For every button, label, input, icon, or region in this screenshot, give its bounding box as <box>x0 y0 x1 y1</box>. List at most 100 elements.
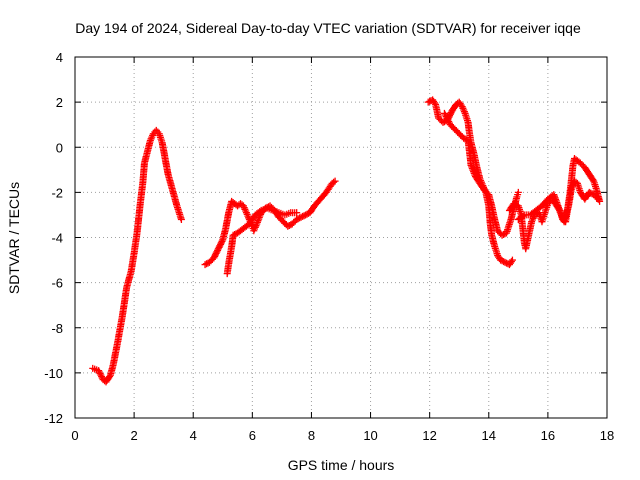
data-point-run <box>211 246 222 260</box>
data-point-run <box>516 212 527 222</box>
data-point <box>497 256 505 264</box>
data-point-run <box>241 221 252 231</box>
data-point-run <box>448 122 457 132</box>
x-tick-label: 2 <box>130 428 137 443</box>
x-tick-label: 10 <box>363 428 377 443</box>
data-point-run <box>452 127 462 136</box>
data-point-run <box>110 339 121 366</box>
data-point-run <box>430 97 439 107</box>
data-point-run <box>525 219 535 238</box>
data-point-run <box>312 197 323 209</box>
data-point-run <box>307 203 317 215</box>
data-point-run <box>534 203 544 213</box>
data-point-run <box>281 219 290 229</box>
data-point <box>440 109 448 117</box>
data-point <box>508 256 516 264</box>
x-tick-label: 14 <box>482 428 496 443</box>
data-point-run <box>477 181 487 193</box>
y-tick-label: -4 <box>51 231 63 246</box>
y-tick-label: 2 <box>56 95 63 110</box>
data-point-run <box>95 368 106 382</box>
data-point-run <box>303 209 312 218</box>
data-point-run <box>495 228 505 238</box>
data-point-run <box>436 115 445 125</box>
data-point-run <box>203 259 212 268</box>
data-point-run <box>159 140 169 161</box>
data-point-run <box>511 200 521 209</box>
y-tick-label: 4 <box>56 50 63 65</box>
data-point-run <box>495 253 504 263</box>
y-tick-label: -2 <box>51 185 63 200</box>
data-point-run <box>457 131 466 141</box>
data-point-run <box>265 205 275 214</box>
data-point <box>467 161 475 169</box>
data-point-run <box>587 189 596 198</box>
data-point <box>284 222 292 230</box>
data-point-run <box>207 255 216 265</box>
y-tick-label: -10 <box>44 366 63 381</box>
data-point-run <box>103 373 114 384</box>
data-point-run <box>123 269 135 290</box>
x-tick-label: 12 <box>422 428 436 443</box>
data-point-run <box>568 179 578 190</box>
data-point-run <box>231 230 240 238</box>
data-point <box>297 213 305 221</box>
data-point <box>568 184 576 192</box>
y-tick-label: -8 <box>51 321 63 336</box>
x-axis-label: GPS time / hours <box>288 457 395 473</box>
data-point-run <box>528 208 539 218</box>
data-point-run <box>222 210 232 231</box>
data-point-run <box>522 211 532 219</box>
data-point <box>210 254 218 262</box>
data-point-run <box>165 172 176 192</box>
data-point-run <box>459 104 468 116</box>
data-point-run <box>500 230 509 238</box>
data-point <box>514 188 522 196</box>
data-point-run <box>215 237 226 251</box>
data-point-run <box>472 174 483 186</box>
data-point <box>331 177 339 185</box>
data-point-run <box>318 190 329 202</box>
data-point-run <box>235 226 246 236</box>
data-point-run <box>482 188 491 197</box>
data-point-run <box>253 208 264 218</box>
data-point-run <box>114 314 126 344</box>
data-point-run <box>283 209 293 218</box>
data-point-run <box>119 285 130 319</box>
data-point <box>146 136 154 144</box>
data-point-run <box>441 111 453 127</box>
x-tick-label: 0 <box>71 428 78 443</box>
data-point-run <box>290 217 299 226</box>
data-point-run <box>545 197 555 206</box>
x-tick-label: 4 <box>190 428 197 443</box>
data-point-run <box>139 161 148 183</box>
y-tick-label: -6 <box>51 276 63 291</box>
data-point <box>293 209 301 217</box>
data-point-run <box>169 188 180 208</box>
data-point-run <box>456 100 465 109</box>
data-point-run <box>586 172 597 184</box>
y-tick-label: 0 <box>56 140 63 155</box>
data-point-run <box>440 117 450 126</box>
data-point-run <box>277 209 287 218</box>
axis-ticks: 0 2 4 6 8 10 12 14 16 18 -12 -10 -8 -6 -4 -2 0 2 4 <box>44 50 614 443</box>
data-point-run <box>226 244 235 262</box>
data-series <box>89 96 604 386</box>
data-point-run <box>130 231 141 256</box>
x-tick-label: 8 <box>308 428 315 443</box>
data-point-run <box>468 163 479 179</box>
data-point-run <box>449 102 459 114</box>
data-point-run <box>240 204 250 215</box>
data-point-run <box>174 204 185 222</box>
data-point-run <box>147 131 157 143</box>
data-point-run <box>251 222 260 233</box>
data-point <box>177 215 185 223</box>
x-tick-label: 16 <box>541 428 555 443</box>
data-point-run <box>289 209 299 217</box>
data-point <box>576 159 584 167</box>
x-tick-label: 6 <box>249 428 256 443</box>
data-point-run <box>271 207 281 216</box>
data-point-run <box>276 215 286 224</box>
data-point-run <box>545 192 556 202</box>
data-point <box>458 103 466 111</box>
